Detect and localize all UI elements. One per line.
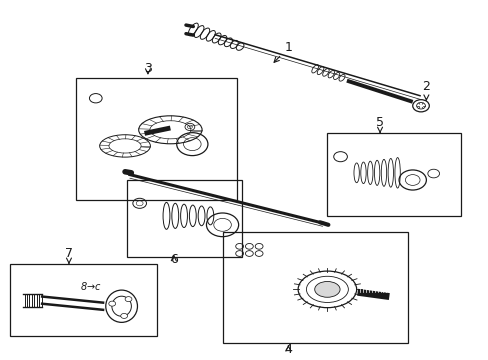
Bar bbox=[10, 264, 157, 336]
Bar bbox=[327, 134, 461, 216]
Text: 6: 6 bbox=[169, 253, 177, 266]
Bar bbox=[127, 180, 242, 257]
Text: 1: 1 bbox=[274, 41, 292, 62]
Ellipse shape bbox=[112, 296, 131, 316]
Bar bbox=[222, 232, 407, 343]
Text: 3: 3 bbox=[144, 62, 152, 75]
Ellipse shape bbox=[314, 282, 339, 297]
Text: 7: 7 bbox=[65, 247, 73, 263]
Text: 2: 2 bbox=[422, 80, 429, 100]
Circle shape bbox=[108, 301, 115, 306]
Text: 8→$c$: 8→$c$ bbox=[80, 280, 102, 292]
Text: 4: 4 bbox=[284, 343, 292, 356]
Bar bbox=[76, 78, 237, 200]
Text: 5: 5 bbox=[375, 116, 383, 132]
Circle shape bbox=[121, 314, 127, 319]
Circle shape bbox=[125, 297, 132, 302]
